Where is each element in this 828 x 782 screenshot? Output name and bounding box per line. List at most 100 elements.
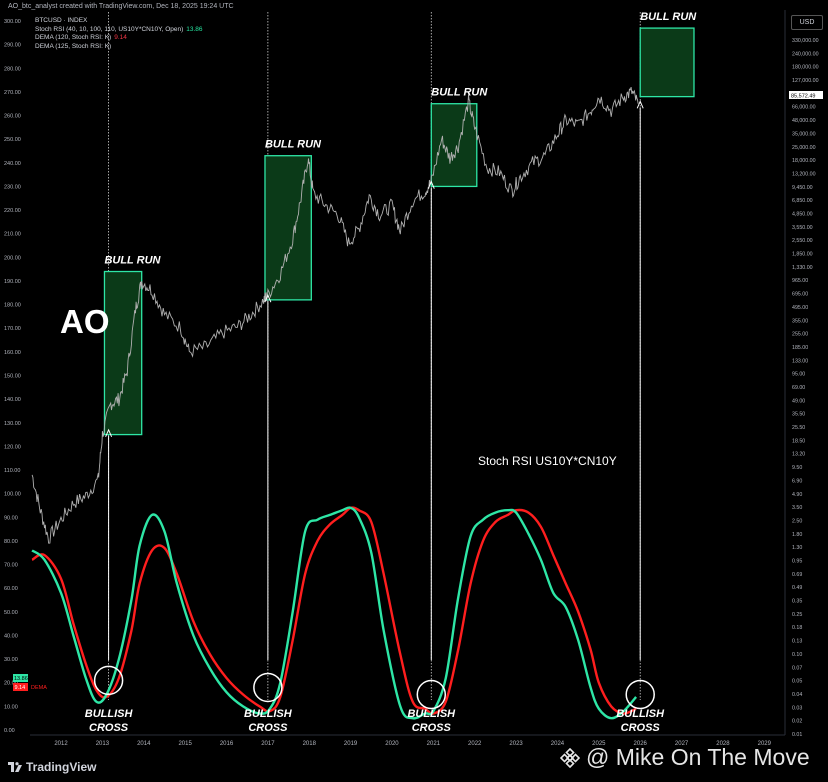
x-axis-tick-label: 2018 [303, 741, 317, 747]
x-axis-tick-label: 2025 [592, 741, 606, 747]
left-axis-tick-label: 10.00 [4, 704, 18, 710]
legend-dema1-row[interactable]: DEMA (120, Stoch RSI: K) 9.14 [35, 34, 203, 43]
bullish-cross-circle [93, 665, 124, 696]
x-axis-tick-label: 2016 [220, 741, 234, 747]
left-axis-tick-label: 70.00 [4, 563, 18, 569]
right-axis-tick-label: 69.00 [792, 385, 805, 391]
left-axis-tick-label: 240.00 [4, 161, 21, 167]
right-axis-tick-label: 1,330.00 [792, 265, 813, 271]
bull-run-arrow-head [105, 428, 113, 438]
right-axis-tick-label: 0.10 [792, 652, 802, 658]
ao-initials: AO [60, 303, 110, 340]
right-axis-tick-label: 2.50 [792, 518, 802, 524]
x-axis-tick-label: 2026 [634, 741, 648, 747]
right-axis-tick-label: 255.00 [792, 332, 808, 338]
right-axis-tick-label: 355.00 [792, 318, 808, 324]
legend-dema1-value: 9.14 [114, 34, 127, 41]
right-axis-tick-label: 4,850.00 [792, 212, 813, 218]
indicator-legend: BTCUSD · INDEX Stoch RSI (40, 10, 100, 1… [35, 17, 203, 51]
right-axis-tick-label: 1.30 [792, 545, 802, 551]
right-axis-tick-label: 495.00 [792, 305, 808, 311]
right-axis-tick-label: 18,000.00 [792, 158, 816, 164]
right-axis-tick-label: 133.00 [792, 358, 808, 364]
left-axis-tick-label: 210.00 [4, 232, 21, 238]
legend-dema2-label: DEMA (125, Stoch RSI: K) [35, 42, 112, 50]
right-axis-tick-label: 35.50 [792, 412, 805, 418]
bullish-cross-circle [625, 679, 655, 710]
x-axis-tick-label: 2014 [137, 741, 151, 747]
left-axis-tick-label: 120.00 [4, 444, 21, 450]
bullish-cross-label-top: BULLISH [616, 708, 665, 720]
left-axis-tick-label: 270.00 [4, 90, 21, 96]
stoch-value-badge-text: 13.86 [14, 676, 28, 682]
right-axis-tick-label: 0.35 [792, 599, 802, 605]
left-axis-tick-label: 280.00 [4, 66, 21, 72]
right-axis-tick-label: 13,200.00 [792, 171, 816, 177]
right-axis-tick-label: 0.13 [792, 639, 802, 645]
x-axis-tick-label: 2024 [551, 741, 565, 747]
left-axis-tick-label: 0.00 [4, 728, 15, 734]
bullish-cross-label-bottom: CROSS [248, 722, 288, 734]
left-axis-tick-label: 140.00 [4, 397, 21, 403]
left-axis-tick-label: 190.00 [4, 279, 21, 285]
bullish-cross-circle [416, 679, 447, 710]
right-axis-tick-label: 18.50 [792, 438, 805, 444]
bull-run-label: BULL RUN [104, 255, 161, 267]
footer-bar [0, 752, 828, 782]
right-axis-tick-label: 3,550.00 [792, 225, 813, 231]
left-axis-tick-label: 200.00 [4, 255, 21, 261]
legend-stoch-row[interactable]: Stoch RSI (40, 10, 100, 110, US10Y*CN10Y… [35, 26, 203, 35]
right-axis-tick-label: 0.18 [792, 625, 802, 631]
tradingview-logo[interactable]: TradingView [8, 760, 96, 774]
bullish-cross-label-top: BULLISH [244, 708, 293, 720]
left-axis-tick-label: 60.00 [4, 586, 18, 592]
left-axis-tick-label: 150.00 [4, 374, 21, 380]
legend-stoch-label: Stoch RSI (40, 10, 100, 110, US10Y*CN10Y… [35, 25, 184, 33]
x-axis-tick-label: 2015 [178, 741, 192, 747]
right-axis-tick-label: 0.03 [792, 705, 802, 711]
right-axis-tick-label: 2,550.00 [792, 238, 813, 244]
bull-run-box [430, 103, 478, 188]
right-axis-tick-label: 95.00 [792, 372, 805, 378]
left-axis-tick-label: 110.00 [4, 468, 20, 474]
right-axis-tick-label: 0.07 [792, 665, 802, 671]
bull-run-label: BULL RUN [431, 87, 488, 99]
right-axis-tick-label: 0.01 [792, 732, 802, 738]
right-axis-tick-label: 0.02 [792, 719, 802, 725]
tradingview-brand: TradingView [26, 760, 97, 774]
right-axis-tick-label: 185.00 [792, 345, 808, 351]
dema-name-badge-text: DEMA [31, 685, 47, 691]
x-axis-tick-label: 2028 [716, 741, 730, 747]
right-axis-tick-label: 0.04 [792, 692, 802, 698]
currency-badge[interactable]: USD [791, 15, 823, 30]
x-axis-tick-label: 2013 [96, 741, 110, 747]
bull-run-arrow-head [264, 293, 272, 303]
stoch-value-badge [13, 674, 28, 682]
left-axis-tick-label: 180.00 [4, 303, 21, 309]
legend-stoch-value: 13.86 [186, 25, 203, 33]
btc-stoch-rsi-chart: 0.00 10.00 20.00 30.00 40.00 50.00 60.00 70.00 8… [4, 10, 823, 747]
right-axis-tick-label: 25.50 [792, 425, 805, 431]
right-axis-tick-label: 48,000.00 [792, 118, 816, 124]
right-axis-tick-label: 0.49 [792, 585, 802, 591]
current-price-badge [789, 91, 823, 99]
left-axis-tick-label: 290.00 [4, 43, 21, 49]
x-axis-tick-label: 2017 [261, 741, 275, 747]
stoch-rsi-line [31, 506, 638, 720]
author-watermark: @ Mike On The Move [560, 744, 810, 771]
right-axis-tick-label: 965.00 [792, 278, 808, 284]
x-axis-tick-label: 2019 [344, 741, 358, 747]
right-axis-tick-label: 0.05 [792, 679, 802, 685]
left-axis-tick-label: 40.00 [4, 633, 18, 639]
legend-dema2-row[interactable]: DEMA (125, Stoch RSI: K) [35, 43, 203, 52]
right-axis-tick-label: 330,000.00 [792, 38, 819, 44]
bullish-cross-label-bottom: CROSS [89, 722, 129, 734]
right-axis-tick-label: 0.69 [792, 572, 802, 578]
right-axis-tick-label: 6.90 [792, 478, 802, 484]
right-axis-tick-label: 1.80 [792, 532, 802, 538]
right-axis-tick-label: 0.95 [792, 559, 802, 565]
right-axis-tick-label: 66,000.00 [792, 105, 816, 111]
dema-value-badge-text: 9.14 [15, 685, 26, 691]
left-axis-tick-label: 160.00 [4, 350, 21, 356]
watermark-text: @ Mike On The Move [586, 744, 810, 770]
